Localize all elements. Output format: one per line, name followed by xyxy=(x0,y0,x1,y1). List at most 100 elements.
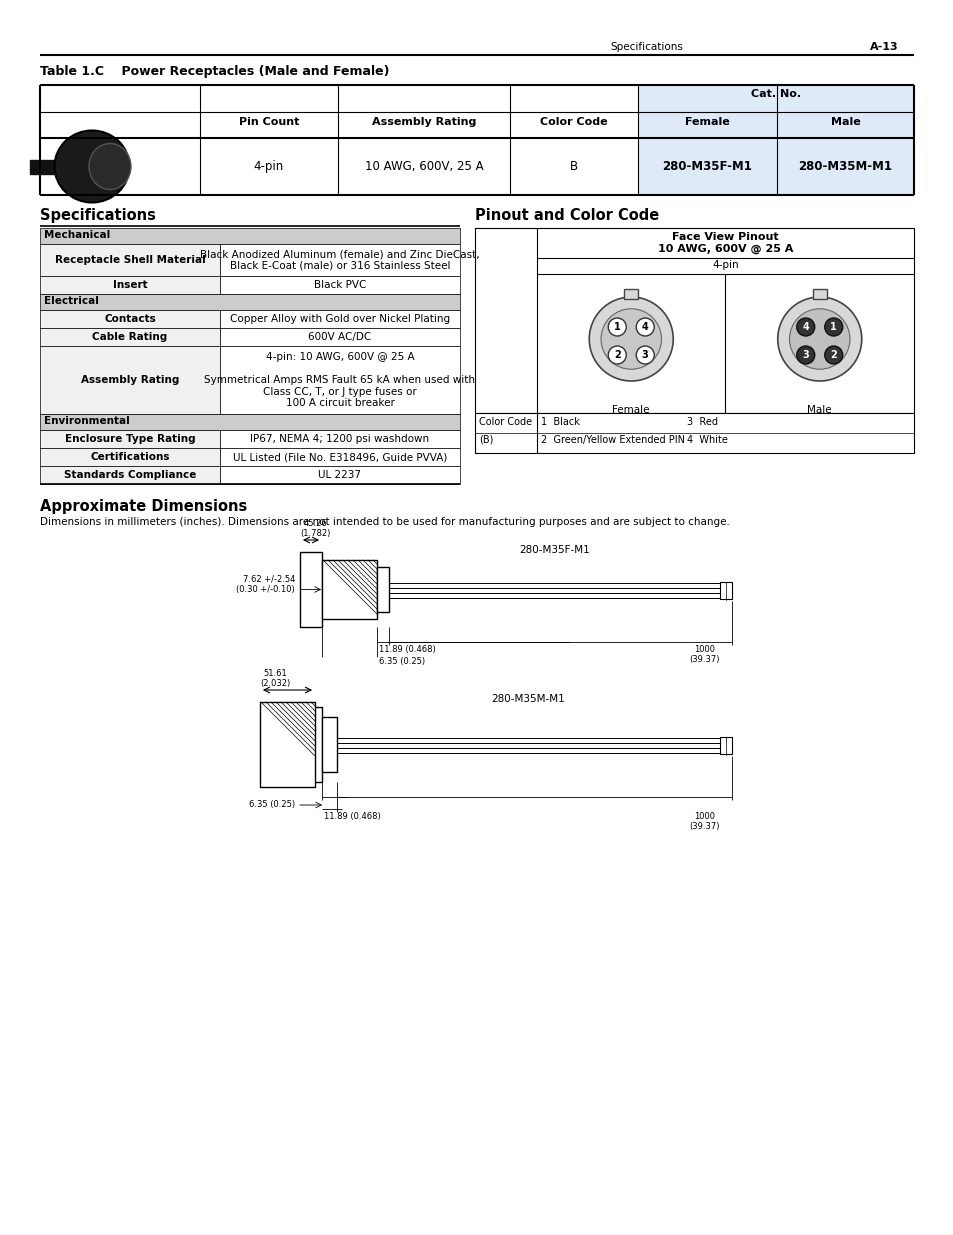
Text: 280-M35M-M1: 280-M35M-M1 xyxy=(491,694,565,704)
Text: Female: Female xyxy=(612,405,649,415)
Text: Black PVC: Black PVC xyxy=(314,280,366,290)
Ellipse shape xyxy=(54,131,130,203)
Text: Receptacle Shell Material: Receptacle Shell Material xyxy=(54,254,205,266)
Bar xyxy=(40,414,459,430)
Circle shape xyxy=(777,296,861,382)
Bar xyxy=(40,228,459,245)
Text: 1000
(39.37): 1000 (39.37) xyxy=(689,645,720,664)
Text: Certifications: Certifications xyxy=(91,452,170,462)
Text: 4-pin: 4-pin xyxy=(253,161,284,173)
Bar xyxy=(812,289,826,299)
Circle shape xyxy=(824,317,841,336)
Text: 6.35 (0.25): 6.35 (0.25) xyxy=(249,800,294,809)
Text: 11.89 (0.468): 11.89 (0.468) xyxy=(324,811,380,821)
Text: Color Code: Color Code xyxy=(539,117,607,127)
Text: 600V AC/DC: 600V AC/DC xyxy=(308,332,372,342)
Text: Assembly Rating: Assembly Rating xyxy=(81,375,179,385)
Text: 11.89 (0.468): 11.89 (0.468) xyxy=(378,645,436,655)
Text: Pinout and Color Code: Pinout and Color Code xyxy=(475,207,659,224)
Bar xyxy=(220,275,459,294)
Text: 4-pin: 10 AWG, 600V @ 25 A

Symmetrical Amps RMS Fault 65 kA when used with
Clas: 4-pin: 10 AWG, 600V @ 25 A Symmetrical A… xyxy=(204,352,475,409)
Text: Cable Rating: Cable Rating xyxy=(92,332,168,342)
Bar xyxy=(322,718,336,772)
Text: Pin Count: Pin Count xyxy=(238,117,299,127)
Bar xyxy=(40,448,220,466)
Text: 2: 2 xyxy=(829,350,836,359)
Bar xyxy=(322,559,376,619)
Text: 4: 4 xyxy=(801,322,808,332)
Bar xyxy=(220,346,459,414)
Text: Specifications: Specifications xyxy=(609,42,682,52)
Text: 10 AWG, 600V, 25 A: 10 AWG, 600V, 25 A xyxy=(364,161,483,173)
Bar xyxy=(475,412,913,453)
Bar xyxy=(40,346,220,414)
Text: Specifications: Specifications xyxy=(40,207,155,224)
Text: Face View Pinout: Face View Pinout xyxy=(672,232,778,242)
Text: Table 1.C    Power Receptacles (Male and Female): Table 1.C Power Receptacles (Male and Fe… xyxy=(40,65,389,78)
Circle shape xyxy=(796,346,814,364)
Bar xyxy=(720,582,731,599)
Text: Enclosure Type Rating: Enclosure Type Rating xyxy=(65,433,195,445)
Text: 1000
(39.37): 1000 (39.37) xyxy=(689,811,720,831)
Bar xyxy=(220,245,459,275)
Bar xyxy=(40,466,220,484)
Ellipse shape xyxy=(89,143,131,189)
Bar xyxy=(40,275,220,294)
Text: Assembly Rating: Assembly Rating xyxy=(372,117,476,127)
Text: 1: 1 xyxy=(613,322,620,332)
Bar xyxy=(720,736,731,753)
Bar xyxy=(40,245,220,275)
Bar xyxy=(299,706,322,782)
Text: 3  Red: 3 Red xyxy=(686,417,718,427)
Bar xyxy=(40,430,220,448)
Text: 45.26
(1.782): 45.26 (1.782) xyxy=(299,519,330,538)
Circle shape xyxy=(636,317,654,336)
Circle shape xyxy=(789,309,849,369)
Text: 3: 3 xyxy=(801,350,808,359)
Text: 3: 3 xyxy=(641,350,648,359)
Text: 2  Green/Yellow Extended PIN: 2 Green/Yellow Extended PIN xyxy=(540,435,684,445)
Text: (B): (B) xyxy=(478,435,493,445)
Text: 4  White: 4 White xyxy=(686,435,727,445)
Circle shape xyxy=(600,309,660,369)
Bar xyxy=(30,159,70,173)
Text: B: B xyxy=(569,161,578,173)
Bar xyxy=(220,466,459,484)
Bar xyxy=(638,85,913,195)
Bar xyxy=(475,228,913,412)
Text: IP67, NEMA 4; 1200 psi washdown: IP67, NEMA 4; 1200 psi washdown xyxy=(251,433,429,445)
Circle shape xyxy=(824,346,841,364)
Text: Contacts: Contacts xyxy=(104,314,155,324)
Text: Color Code: Color Code xyxy=(478,417,532,427)
Text: 1  Black: 1 Black xyxy=(540,417,579,427)
Text: 51.61
(2.032): 51.61 (2.032) xyxy=(260,668,290,688)
Bar xyxy=(376,567,389,613)
Text: Male: Male xyxy=(806,405,831,415)
Circle shape xyxy=(608,346,625,364)
Bar xyxy=(220,448,459,466)
Bar xyxy=(220,430,459,448)
Text: UL 2237: UL 2237 xyxy=(318,471,361,480)
Text: 10 AWG, 600V @ 25 A: 10 AWG, 600V @ 25 A xyxy=(658,245,792,254)
Circle shape xyxy=(608,317,625,336)
Text: 280-M35F-M1: 280-M35F-M1 xyxy=(662,161,752,173)
Text: Copper Alloy with Gold over Nickel Plating: Copper Alloy with Gold over Nickel Plati… xyxy=(230,314,450,324)
Text: Approximate Dimensions: Approximate Dimensions xyxy=(40,499,247,514)
Text: Male: Male xyxy=(830,117,860,127)
Text: 280-M35F-M1: 280-M35F-M1 xyxy=(518,545,589,555)
Text: 2: 2 xyxy=(613,350,620,359)
Text: Environmental: Environmental xyxy=(44,416,130,426)
Text: 6.35 (0.25): 6.35 (0.25) xyxy=(378,657,425,666)
Text: Standards Compliance: Standards Compliance xyxy=(64,471,196,480)
Bar xyxy=(220,310,459,329)
Text: Electrical: Electrical xyxy=(44,296,99,306)
Circle shape xyxy=(589,296,673,382)
Text: 280-M35M-M1: 280-M35M-M1 xyxy=(798,161,892,173)
Text: Female: Female xyxy=(684,117,729,127)
Bar xyxy=(40,310,220,329)
Text: A-13: A-13 xyxy=(869,42,898,52)
Bar xyxy=(260,701,314,787)
Bar xyxy=(40,294,459,310)
Bar xyxy=(40,329,220,346)
Text: 1: 1 xyxy=(829,322,836,332)
